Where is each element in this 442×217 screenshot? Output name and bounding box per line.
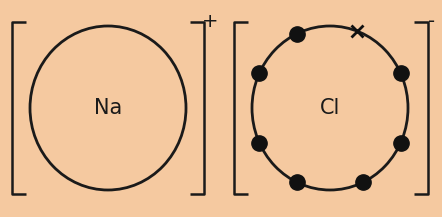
Text: +: + (202, 12, 218, 31)
Text: -: - (428, 12, 435, 31)
Text: Cl: Cl (320, 98, 340, 118)
Text: Na: Na (94, 98, 122, 118)
